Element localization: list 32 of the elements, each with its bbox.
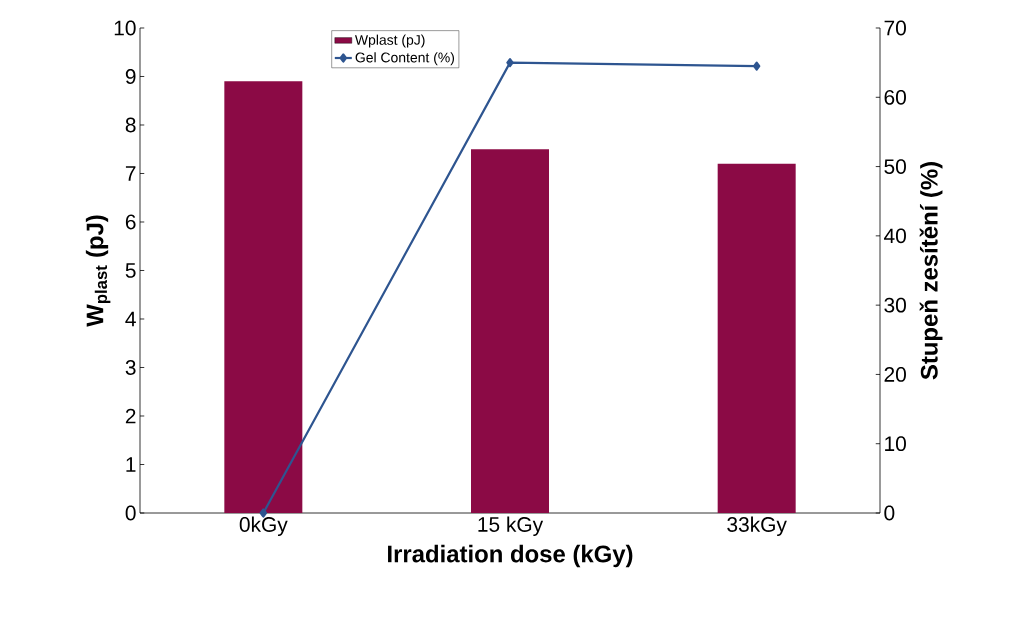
y-tick-label: 1 bbox=[126, 457, 136, 472]
y2-axis-title: Stupeň zesítění (%) bbox=[919, 162, 943, 380]
point bbox=[506, 58, 514, 68]
text: W$_{plast}$ (pJ) bbox=[85, 215, 111, 327]
y2-tick-label: 0 bbox=[884, 505, 895, 521]
point bbox=[752, 61, 761, 71]
legend-label: Gel Content (%) bbox=[355, 52, 455, 66]
y-tick-label: 8 bbox=[125, 117, 136, 133]
y-tick-label: 9 bbox=[125, 69, 136, 84]
y2-tick-label: 40 bbox=[884, 228, 906, 244]
y-tick-label: 7 bbox=[125, 166, 136, 181]
legend-label: Wplast (pJ) bbox=[354, 34, 425, 48]
y-tick-label: 3 bbox=[125, 360, 136, 375]
x-tick-label: 33kGy bbox=[727, 516, 787, 537]
x-axis-title: Irradiation dose (kGy) bbox=[388, 544, 633, 568]
x-tick-label: 15 kGy bbox=[478, 516, 544, 537]
bar bbox=[717, 163, 796, 513]
y2-tick-label: 20 bbox=[884, 367, 906, 382]
y-tick-label: 6 bbox=[125, 214, 136, 230]
y-tick-label: 2 bbox=[125, 408, 136, 424]
y-tick-label: 0 bbox=[125, 505, 136, 521]
y2-tick-label: 70 bbox=[884, 20, 906, 36]
y2-tick-label: 30 bbox=[884, 297, 906, 313]
bar bbox=[224, 81, 303, 513]
x-tick-label: 0kGy bbox=[239, 516, 288, 537]
y2-tick-label: 60 bbox=[884, 89, 906, 105]
bar bbox=[471, 149, 549, 513]
y2-tick-label: 50 bbox=[884, 159, 906, 174]
y-tick-label: 5 bbox=[125, 263, 136, 278]
y2-tick-label: 10 bbox=[885, 436, 906, 452]
y-tick-label: 10 bbox=[114, 20, 136, 36]
y-tick-label: 4 bbox=[125, 311, 136, 327]
